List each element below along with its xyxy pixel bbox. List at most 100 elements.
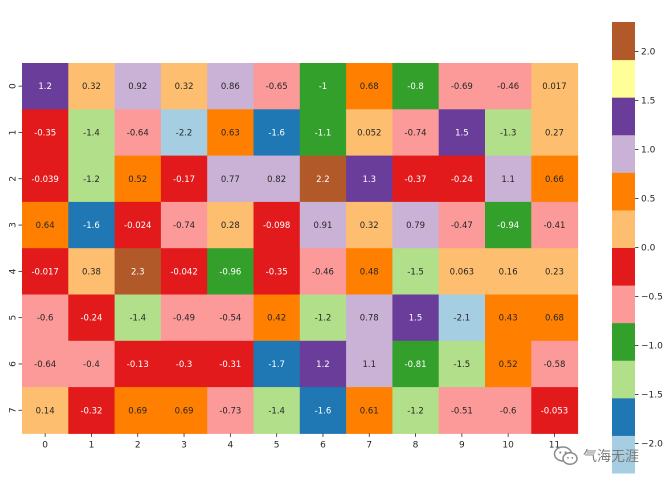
cell-value-label: 0.32 (360, 221, 379, 231)
cell-value-label: -0.24 (451, 175, 473, 185)
y-tick-label: 2 (9, 176, 19, 182)
heatmap-cell (299, 109, 347, 157)
cell-value-label: -0.74 (173, 221, 195, 231)
heatmap-cell (485, 340, 532, 388)
cell-value-label: -0.54 (219, 314, 241, 324)
heatmap-cell (299, 248, 347, 295)
heatmap-cell (160, 294, 208, 342)
cell-value-label: -0.039 (31, 175, 58, 185)
colorbar-segment (612, 435, 635, 474)
cell-value-label: 0.68 (545, 314, 564, 324)
heatmap-cell (485, 63, 532, 110)
cell-value-label: 0.91 (313, 221, 332, 231)
cell-value-label: -0.51 (451, 406, 473, 416)
heatmap-cell (160, 340, 208, 388)
x-tick-label: 8 (413, 440, 419, 450)
x-tick-label: 7 (366, 440, 372, 450)
cell-value-label: -0.17 (173, 175, 195, 185)
heatmap-cell (160, 63, 208, 110)
heatmap-cell (253, 248, 301, 295)
cell-value-label: -0.35 (266, 267, 288, 277)
colorbar-segment (612, 97, 635, 136)
cell-value-label: -1.6 (315, 406, 332, 416)
heatmap-cell (160, 248, 208, 295)
y-tick-label: 4 (9, 268, 19, 274)
cell-value-label: -1.5 (407, 267, 424, 277)
cell-value-label: 0.52 (128, 175, 147, 185)
heatmap-cell (299, 294, 347, 342)
cell-value-label: -1.1 (315, 128, 332, 138)
cell-value-label: -0.81 (405, 360, 427, 370)
heatmap-cell (346, 248, 393, 295)
heatmap-cell (531, 155, 579, 203)
heatmap-cell (392, 109, 440, 157)
colorbar-tick-label: −1.0 (641, 342, 663, 352)
heatmap-cell (438, 294, 486, 342)
colorbar: −2.0 −1.5 −1.0 −0.5 0.0 0.5 1.0 1.5 2.0 (612, 22, 663, 474)
heatmap-cell (531, 387, 579, 434)
x-tick-label: 11 (549, 440, 560, 450)
colorbar-segment (612, 322, 635, 361)
x-axis-ticks: 0 1 2 3 4 5 6 7 8 9 10 11 (42, 433, 560, 450)
heatmap-cell (114, 155, 162, 203)
heatmap-cells: 1.2 0.32 0.92 0.32 0.86 -0.65 -1 0.68 -0.8 -0.69 -… (22, 63, 579, 434)
cell-value-label: 0.63 (221, 128, 240, 138)
cell-value-label: -1.4 (129, 314, 146, 324)
colorbar-tick-label: 0.0 (641, 244, 656, 254)
watermark: 气海无涯 (553, 445, 639, 467)
heatmap-cell (438, 63, 486, 110)
heatmap-cell (253, 109, 301, 157)
heatmap-cell (68, 340, 116, 388)
x-tick-label: 3 (181, 440, 187, 450)
heatmap-cell (346, 340, 393, 388)
heatmap-cell (346, 109, 393, 157)
heatmap-cell (160, 109, 208, 157)
cell-value-label: 0.52 (499, 360, 518, 370)
colorbar-segment (612, 59, 635, 98)
cell-value-label: -0.74 (405, 128, 427, 138)
cell-value-label: 1.2 (316, 360, 330, 370)
cell-value-label: 2.3 (131, 267, 145, 277)
heatmap-cell (160, 201, 208, 249)
y-tick-label: 5 (9, 315, 19, 321)
cell-value-label: -0.49 (173, 314, 195, 324)
heatmap-cell (114, 248, 162, 295)
colorbar-tick-label: −2.0 (641, 440, 663, 450)
heatmap-cell (160, 155, 208, 203)
cell-value-label: 0.82 (267, 175, 286, 185)
cell-value-label: 0.42 (267, 314, 286, 324)
cell-value-label: -0.042 (170, 267, 197, 277)
heatmap-cell (392, 63, 440, 110)
colorbar-segment (612, 360, 635, 399)
cell-value-label: -0.13 (127, 360, 149, 370)
heatmap-cell (207, 294, 254, 342)
heatmap-cell (438, 109, 486, 157)
heatmap-cell (114, 387, 162, 434)
cell-value-label: -0.46 (497, 82, 519, 92)
cell-value-label: -1.7 (268, 360, 285, 370)
cell-value-label: -0.8 (407, 82, 424, 92)
cell-value-label: -0.017 (31, 267, 58, 277)
heatmap-cell (207, 387, 254, 434)
cell-value-label: 1.3 (362, 175, 376, 185)
cell-value-label: 0.32 (175, 82, 194, 92)
cell-value-label: -0.37 (405, 175, 427, 185)
heatmap-cell (114, 109, 162, 157)
cell-value-label: -0.94 (497, 221, 519, 231)
heatmap-cell (253, 155, 301, 203)
heatmap-cell (22, 340, 69, 388)
heatmap-cell (68, 109, 116, 157)
cell-value-label: 0.48 (360, 267, 379, 277)
heatmap-cell (207, 201, 254, 249)
heatmap-cell (299, 63, 347, 110)
heatmap-cell (438, 248, 486, 295)
cell-value-label: 0.063 (450, 267, 474, 277)
cell-value-label: 0.23 (545, 267, 564, 277)
x-tick-label: 1 (89, 440, 95, 450)
heatmap-cell (22, 294, 69, 342)
heatmap-cell (485, 248, 532, 295)
cell-value-label: -0.32 (80, 406, 102, 416)
cell-value-label: -0.31 (219, 360, 241, 370)
heatmap-cell (392, 294, 440, 342)
cell-value-label: 0.14 (36, 406, 55, 416)
